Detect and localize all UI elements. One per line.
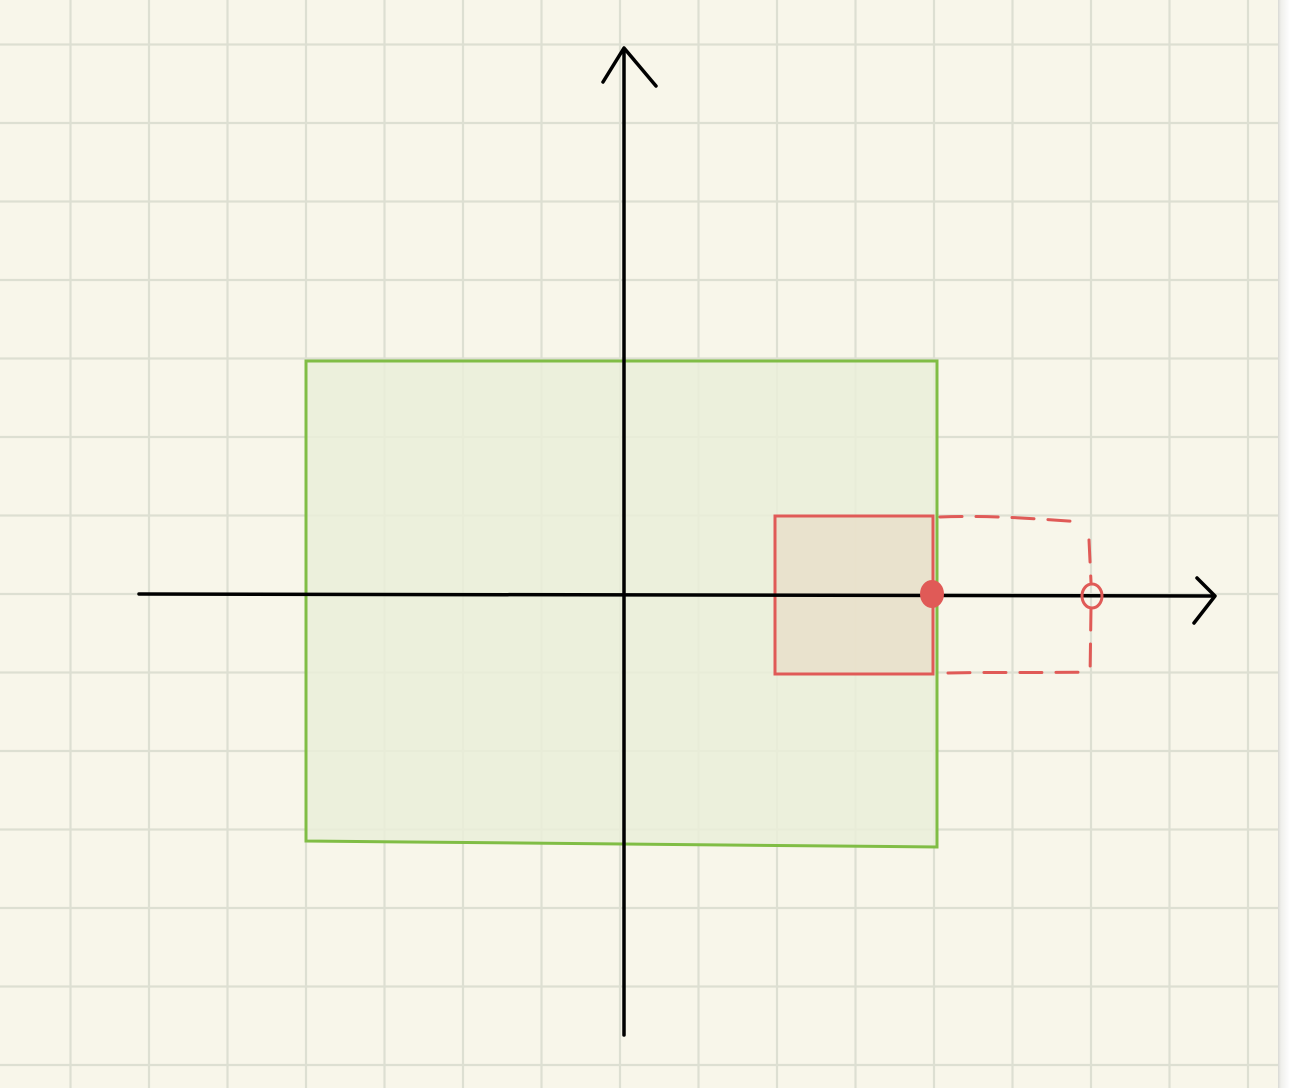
paper-edge-shadow [1278,0,1294,1088]
arrow-right-icon [1192,576,1217,625]
x-axis [137,592,1215,598]
dashed-extension-outline [938,514,1093,680]
filled-dot-icon[interactable] [920,580,944,608]
open-circle-icon[interactable] [1080,582,1104,610]
arrow-up-icon [601,46,658,88]
outer-rectangle[interactable] [304,359,939,849]
